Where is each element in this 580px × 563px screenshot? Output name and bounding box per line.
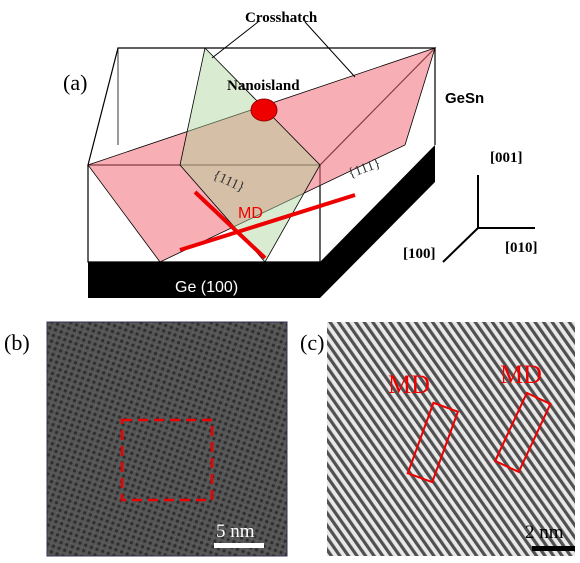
label: Crosshatch xyxy=(245,10,318,26)
axis-label: [100] xyxy=(403,246,436,262)
schematic xyxy=(88,22,535,298)
panel-label: (a) xyxy=(63,70,87,95)
label: Nanoisland xyxy=(227,78,300,94)
label: Ge (100) xyxy=(175,279,238,296)
label: MD xyxy=(500,360,542,389)
axis-label: [001] xyxy=(490,150,523,166)
figure: (a) Crosshatch Nanoisland GeSn {111} {11… xyxy=(0,0,580,563)
scale-label: 2 nm xyxy=(525,522,564,543)
fringe-image xyxy=(327,322,575,556)
axis-label: [010] xyxy=(505,240,538,256)
scale-label: 5 nm xyxy=(216,521,255,542)
panel-label: (b) xyxy=(4,330,30,355)
label: MD xyxy=(388,370,430,399)
scale-bar xyxy=(532,546,575,551)
scale-bar xyxy=(214,543,264,548)
label: MD xyxy=(238,205,263,222)
panel-label: (c) xyxy=(300,330,324,355)
label: GeSn xyxy=(445,90,484,107)
